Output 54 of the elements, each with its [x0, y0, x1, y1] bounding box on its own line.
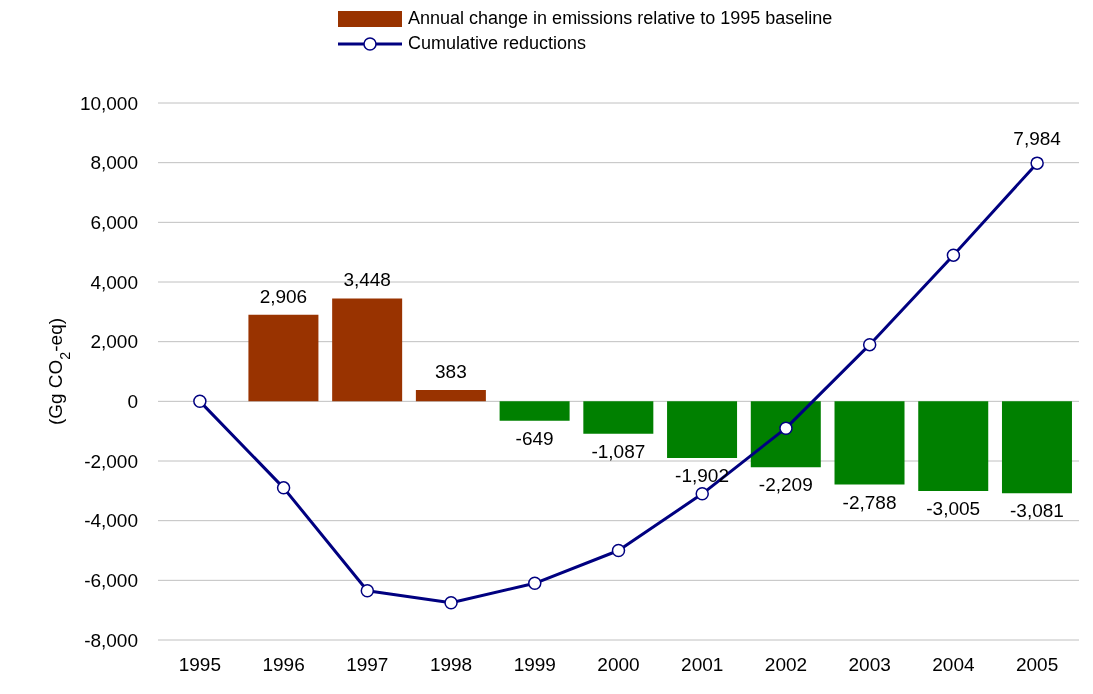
data-label: -1,087 — [591, 440, 646, 462]
x-tick-label: 2004 — [932, 654, 975, 676]
bar — [583, 401, 654, 434]
bar — [834, 401, 905, 485]
y-tick-label: 4,000 — [90, 271, 138, 293]
x-tick-label: 1996 — [262, 654, 305, 676]
data-label: 383 — [435, 360, 467, 382]
y-tick-label: -8,000 — [84, 629, 138, 651]
x-tick-label: 1999 — [513, 654, 556, 676]
y-tick-label: -6,000 — [84, 570, 138, 592]
bar — [918, 401, 989, 491]
point — [193, 394, 207, 409]
data-label: -3,081 — [1010, 500, 1064, 522]
point — [779, 421, 793, 435]
point — [276, 481, 291, 495]
data-label: -3,005 — [926, 497, 981, 519]
bar — [1001, 401, 1072, 494]
x-tick-label: 2003 — [848, 654, 891, 676]
y-tick-label: 8,000 — [90, 152, 138, 174]
x-tick-label: 1995 — [178, 654, 221, 676]
y-tick-label: -2,000 — [84, 450, 138, 472]
data-label: -2,788 — [842, 491, 897, 513]
point — [946, 248, 961, 262]
x-tick-label: 1997 — [346, 654, 389, 676]
y-tick-label: 2,000 — [90, 331, 138, 353]
point — [695, 487, 709, 501]
bar — [332, 298, 403, 402]
point — [528, 576, 542, 591]
point — [611, 543, 626, 558]
bar — [415, 389, 486, 402]
legend-label: Annual change in emissions relative to 1995 baseline — [408, 8, 833, 29]
point — [1030, 156, 1044, 170]
bar — [750, 401, 821, 468]
data-label: 2,906 — [259, 285, 308, 307]
point — [862, 337, 877, 352]
x-tick-label: 2001 — [681, 654, 724, 676]
data-label: -2,209 — [758, 474, 813, 496]
point — [360, 584, 375, 598]
y-tick-label: 6,000 — [90, 212, 138, 234]
bar — [248, 314, 319, 402]
x-tick-label: 2000 — [597, 654, 640, 676]
x-tick-label: 2005 — [1016, 654, 1059, 676]
y-tick-label: 0 — [127, 391, 138, 413]
point — [444, 595, 458, 610]
data-label: 7,984 — [1013, 128, 1062, 150]
x-tick-label: 1998 — [429, 654, 473, 676]
x-tick-label: 2002 — [764, 654, 808, 676]
y-tick-label: -4,000 — [84, 510, 138, 532]
bar — [667, 401, 738, 459]
data-label: 3,448 — [343, 269, 391, 291]
legend-label: Cumulative reductions — [408, 33, 587, 54]
y-tick-label: 10,000 — [79, 92, 138, 114]
bar — [499, 401, 570, 421]
data-label: -649 — [515, 427, 554, 449]
